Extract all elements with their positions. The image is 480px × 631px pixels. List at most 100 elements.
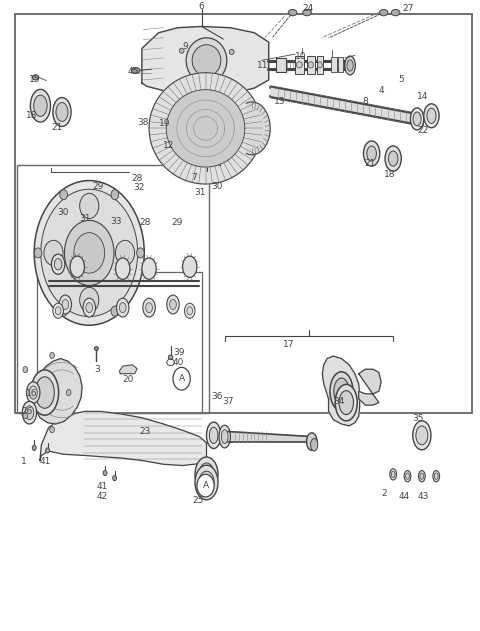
Ellipse shape [80, 193, 99, 218]
Text: 44: 44 [399, 492, 410, 501]
Text: 5: 5 [398, 75, 404, 84]
Polygon shape [120, 365, 137, 374]
Text: 40: 40 [173, 358, 184, 367]
Bar [338, 57, 343, 73]
Text: 26: 26 [22, 407, 33, 416]
Circle shape [66, 389, 71, 396]
Ellipse shape [103, 471, 107, 476]
Ellipse shape [413, 112, 421, 126]
Text: 14: 14 [417, 92, 429, 102]
Text: 21: 21 [51, 122, 62, 132]
Text: 20: 20 [123, 375, 134, 384]
Circle shape [60, 190, 68, 199]
Ellipse shape [56, 103, 68, 121]
Text: 19: 19 [158, 119, 170, 128]
Ellipse shape [32, 445, 36, 451]
Ellipse shape [195, 465, 218, 500]
Ellipse shape [434, 473, 438, 480]
Ellipse shape [308, 62, 313, 68]
Text: 2: 2 [382, 488, 387, 498]
Text: 18: 18 [384, 170, 395, 179]
Text: 21: 21 [364, 159, 376, 168]
Text: 34: 34 [333, 397, 345, 406]
Ellipse shape [404, 471, 411, 482]
Ellipse shape [44, 240, 63, 266]
Text: 30: 30 [211, 182, 223, 191]
Ellipse shape [388, 151, 398, 166]
Polygon shape [323, 356, 360, 426]
Circle shape [111, 306, 119, 316]
Ellipse shape [25, 406, 34, 420]
Circle shape [41, 189, 138, 317]
Text: 8: 8 [362, 97, 368, 107]
Ellipse shape [334, 378, 349, 404]
Text: 38: 38 [137, 117, 149, 127]
Polygon shape [271, 87, 422, 125]
Polygon shape [246, 102, 270, 155]
Ellipse shape [168, 355, 173, 360]
Ellipse shape [120, 303, 126, 313]
Circle shape [60, 306, 68, 316]
Text: 27: 27 [403, 4, 414, 13]
Bar [295, 56, 304, 74]
Circle shape [50, 427, 55, 433]
Text: 25: 25 [192, 495, 204, 505]
Polygon shape [166, 90, 245, 167]
Ellipse shape [199, 463, 214, 486]
Text: 42: 42 [96, 492, 108, 502]
Ellipse shape [307, 433, 317, 451]
Ellipse shape [413, 421, 431, 450]
Ellipse shape [70, 256, 84, 278]
Text: 29: 29 [93, 182, 104, 191]
Ellipse shape [187, 307, 192, 315]
Ellipse shape [22, 401, 36, 424]
Circle shape [23, 367, 28, 373]
Text: A: A [203, 481, 209, 490]
Ellipse shape [186, 38, 227, 83]
Ellipse shape [34, 95, 47, 116]
Ellipse shape [339, 391, 353, 415]
Ellipse shape [46, 448, 49, 453]
Ellipse shape [180, 48, 184, 53]
Text: 1: 1 [21, 457, 27, 466]
Circle shape [111, 190, 119, 199]
Ellipse shape [221, 430, 228, 444]
Ellipse shape [424, 104, 439, 127]
Ellipse shape [62, 300, 69, 310]
Text: 11: 11 [257, 61, 268, 70]
Ellipse shape [209, 427, 218, 444]
Ellipse shape [303, 9, 312, 16]
Ellipse shape [55, 307, 61, 315]
Circle shape [34, 248, 42, 258]
Ellipse shape [420, 473, 424, 480]
Ellipse shape [53, 304, 63, 318]
Text: A: A [179, 374, 185, 383]
Ellipse shape [318, 62, 322, 68]
Ellipse shape [167, 295, 179, 314]
Text: 12: 12 [163, 141, 175, 150]
Text: 13: 13 [274, 97, 285, 107]
Bar [36, 272, 202, 413]
Bar [276, 58, 287, 72]
Text: 6: 6 [199, 2, 204, 11]
Bar [15, 14, 472, 413]
Polygon shape [35, 358, 82, 424]
Ellipse shape [146, 303, 153, 313]
Circle shape [34, 180, 144, 325]
Ellipse shape [367, 146, 376, 161]
Circle shape [23, 412, 28, 418]
Ellipse shape [206, 422, 221, 449]
Text: 15: 15 [29, 75, 41, 84]
Ellipse shape [59, 295, 72, 314]
Polygon shape [359, 369, 381, 405]
Ellipse shape [229, 49, 234, 54]
Text: 45: 45 [128, 68, 139, 76]
Text: 17: 17 [283, 340, 295, 349]
Polygon shape [149, 73, 262, 184]
Ellipse shape [116, 258, 130, 280]
Text: 9: 9 [182, 42, 188, 51]
Ellipse shape [311, 439, 318, 451]
Text: 33: 33 [110, 217, 121, 226]
Bar [317, 56, 323, 74]
Text: 35: 35 [412, 415, 424, 423]
